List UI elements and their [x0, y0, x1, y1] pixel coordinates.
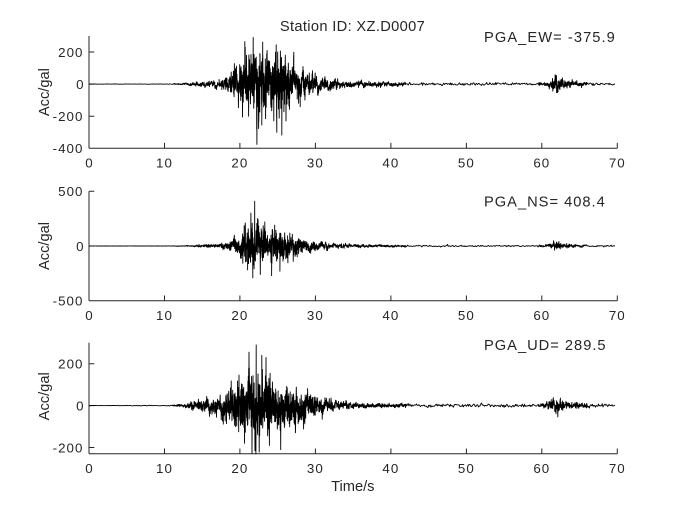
svg-text:200: 200: [58, 357, 83, 372]
svg-text:PGA_UD= 289.5: PGA_UD= 289.5: [484, 338, 607, 354]
svg-text:0: 0: [85, 461, 92, 476]
svg-text:70: 70: [609, 461, 626, 476]
svg-text:Acc/gal: Acc/gal: [37, 68, 53, 116]
svg-text:0: 0: [85, 308, 92, 323]
svg-text:PGA_NS= 408.4: PGA_NS= 408.4: [484, 195, 606, 211]
svg-text:0: 0: [76, 239, 83, 254]
svg-text:-200: -200: [53, 440, 84, 455]
svg-text:20: 20: [231, 155, 248, 170]
svg-text:60: 60: [533, 155, 550, 170]
svg-text:Acc/gal: Acc/gal: [37, 372, 53, 420]
svg-text:-200: -200: [53, 109, 84, 124]
svg-text:70: 70: [609, 155, 626, 170]
svg-text:70: 70: [609, 308, 626, 323]
svg-text:40: 40: [382, 155, 399, 170]
svg-text:10: 10: [156, 461, 173, 476]
svg-text:40: 40: [382, 461, 399, 476]
svg-text:30: 30: [307, 308, 324, 323]
svg-text:60: 60: [533, 308, 550, 323]
svg-text:0: 0: [76, 398, 83, 413]
svg-text:200: 200: [58, 45, 83, 60]
svg-text:0: 0: [76, 77, 83, 92]
svg-text:10: 10: [156, 308, 173, 323]
svg-text:30: 30: [307, 155, 324, 170]
svg-text:500: 500: [58, 184, 83, 199]
svg-text:50: 50: [458, 308, 475, 323]
svg-text:-500: -500: [53, 294, 84, 309]
svg-text:0: 0: [85, 155, 92, 170]
svg-text:10: 10: [156, 155, 173, 170]
svg-text:Acc/gal: Acc/gal: [37, 222, 53, 270]
svg-text:30: 30: [307, 461, 324, 476]
svg-text:Time/s: Time/s: [331, 479, 374, 495]
svg-text:20: 20: [231, 461, 248, 476]
svg-text:50: 50: [458, 461, 475, 476]
svg-text:-400: -400: [53, 141, 84, 156]
svg-text:50: 50: [458, 155, 475, 170]
svg-text:20: 20: [231, 308, 248, 323]
svg-text:PGA_EW= -375.9: PGA_EW= -375.9: [484, 30, 616, 46]
svg-text:40: 40: [382, 308, 399, 323]
svg-text:Station ID: XZ.D0007: Station ID: XZ.D0007: [280, 19, 425, 35]
svg-text:60: 60: [533, 461, 550, 476]
